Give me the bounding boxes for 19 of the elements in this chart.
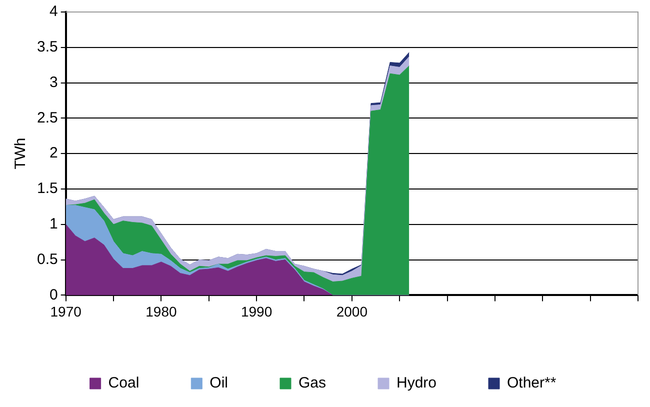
x-tick-label: 1970	[50, 303, 82, 320]
legend-label: Hydro	[396, 374, 437, 392]
y-tick-label: 1	[50, 216, 58, 233]
y-tick-label: 4	[50, 3, 58, 20]
y-tick-label: 0	[50, 286, 58, 304]
legend-label: Other**	[507, 374, 556, 392]
y-tick-label: 3	[50, 74, 58, 91]
y-tick-label: 1.5	[36, 180, 58, 198]
x-tick-label: 2000	[336, 303, 368, 320]
legend-label: Gas	[298, 374, 326, 392]
legend-label: Oil	[210, 374, 228, 392]
y-axis-title: TWh	[12, 138, 30, 170]
y-tick-label: 0.5	[36, 250, 58, 268]
y-tick-label: 2	[50, 144, 58, 162]
y-tick-label: 2.5	[36, 109, 58, 126]
x-tick-label: 1990	[240, 303, 272, 320]
y-tick-label: 3.5	[36, 38, 58, 56]
x-tick-label: 1980	[146, 303, 177, 320]
legend-label: Coal	[108, 374, 140, 392]
